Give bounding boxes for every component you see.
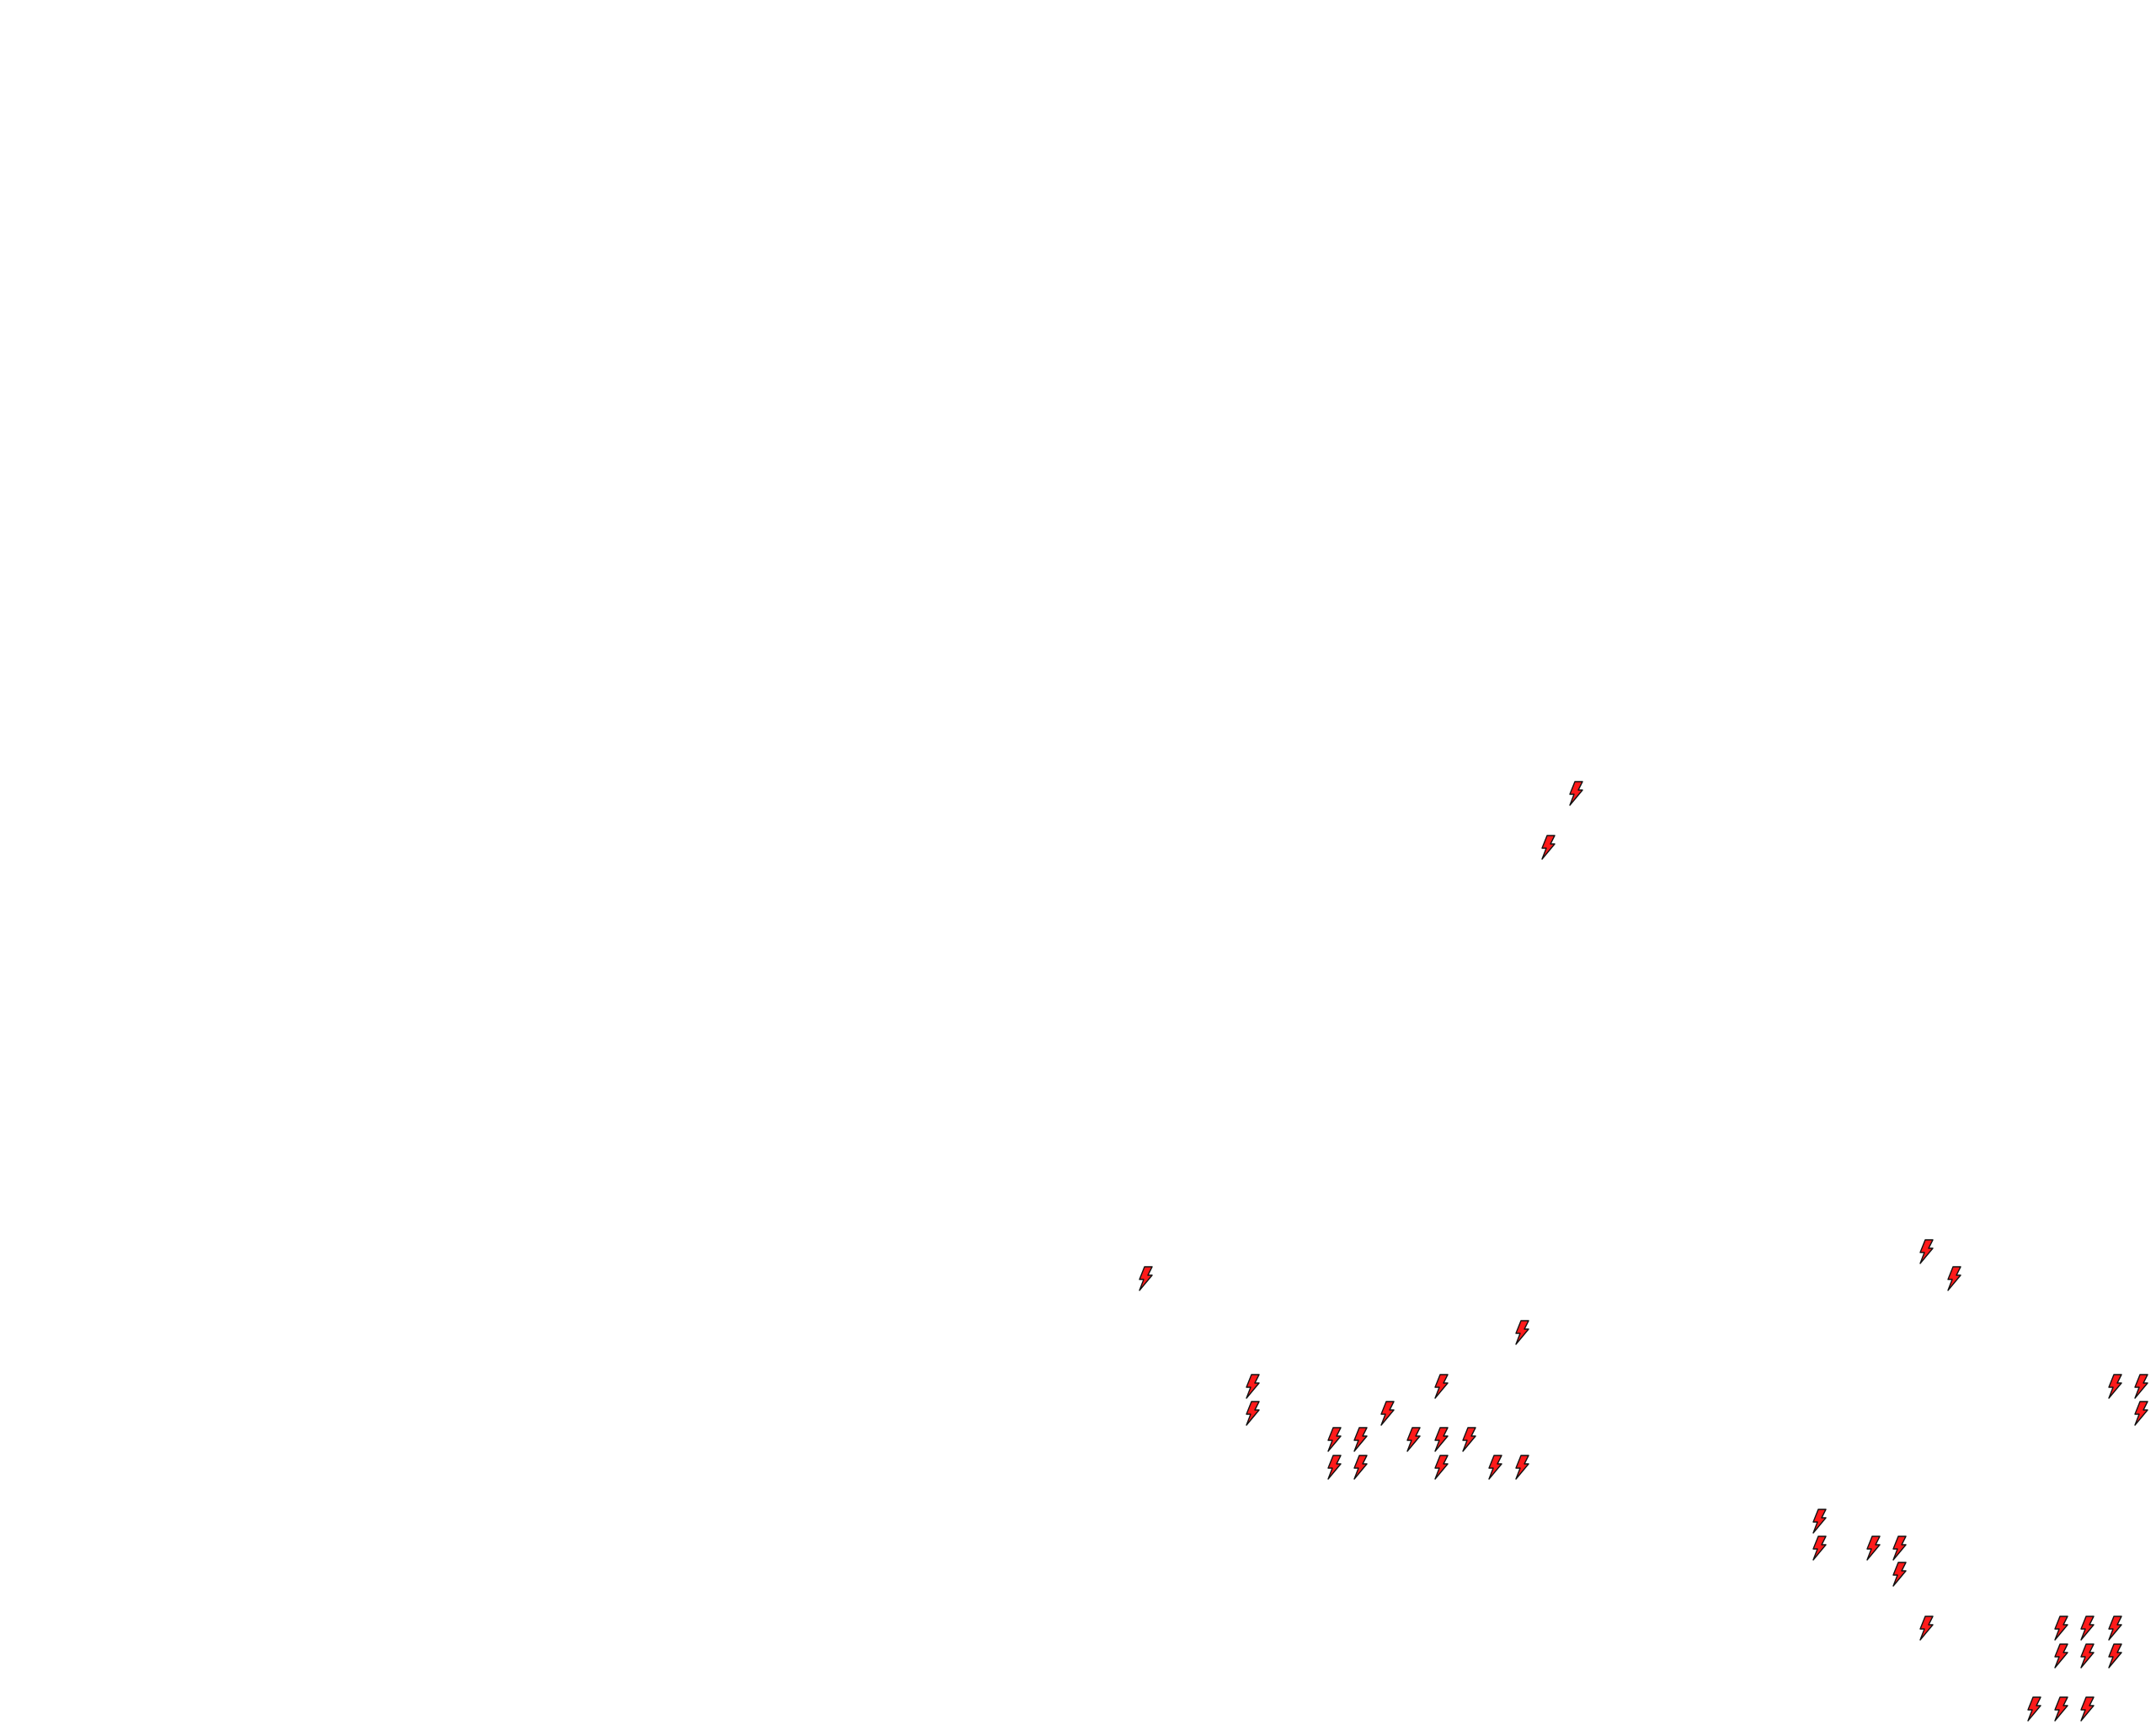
lightning-bolt-icon[interactable] <box>1513 1455 1530 1480</box>
lightning-bolt-icon[interactable] <box>1244 1401 1261 1427</box>
lightning-bolt-icon[interactable] <box>1811 1535 1828 1562</box>
lightning-bolt-icon[interactable] <box>1486 1455 1503 1480</box>
lightning-bolt-icon[interactable] <box>2132 1374 2149 1399</box>
lightning-bolt-icon[interactable] <box>1137 1266 1154 1292</box>
lightning-bolt-icon[interactable] <box>2025 1696 2042 1722</box>
lightning-bolt-icon[interactable] <box>1460 1427 1477 1453</box>
lightning-bolt-icon[interactable] <box>1513 1320 1530 1345</box>
lightning-bolt-icon[interactable] <box>2079 1643 2095 1669</box>
lightning-bolt-icon[interactable] <box>2079 1696 2095 1722</box>
lightning-bolt-icon[interactable] <box>1379 1401 1396 1427</box>
lightning-bolt-icon[interactable] <box>2079 1616 2095 1641</box>
lightning-bolt-icon[interactable] <box>1540 835 1556 860</box>
lightning-bolt-icon[interactable] <box>1326 1427 1342 1453</box>
lightning-bolt-icon[interactable] <box>1865 1535 1881 1562</box>
lightning-bolt-icon[interactable] <box>1891 1535 1908 1562</box>
lightning-bolt-icon[interactable] <box>1433 1427 1449 1453</box>
lightning-bolt-icon[interactable] <box>1244 1374 1261 1399</box>
lightning-bolt-icon[interactable] <box>2106 1643 2123 1669</box>
lightning-bolt-icon[interactable] <box>2052 1616 2069 1641</box>
lightning-bolt-icon[interactable] <box>1405 1427 1422 1453</box>
lightning-bolt-icon[interactable] <box>1811 1509 1828 1534</box>
lightning-bolt-icon[interactable] <box>2132 1401 2149 1427</box>
lightning-bolt-icon[interactable] <box>1352 1455 1369 1480</box>
lightning-bolt-icon[interactable] <box>2052 1696 2069 1722</box>
lightning-bolt-icon[interactable] <box>1433 1374 1449 1399</box>
lightning-bolt-icon[interactable] <box>1433 1455 1449 1480</box>
lightning-bolt-icon[interactable] <box>1918 1239 1935 1264</box>
lightning-bolt-icon[interactable] <box>1945 1266 1962 1292</box>
lightning-bolt-icon[interactable] <box>2106 1374 2123 1399</box>
lightning-bolt-icon[interactable] <box>1891 1562 1908 1588</box>
lightning-bolt-icon[interactable] <box>1326 1455 1342 1480</box>
lightning-bolt-icon[interactable] <box>1918 1616 1935 1641</box>
lightning-bolt-icon[interactable] <box>1352 1427 1369 1453</box>
lightning-bolt-icon[interactable] <box>2052 1643 2069 1669</box>
lightning-bolt-icon[interactable] <box>1567 781 1584 806</box>
lightning-bolt-icon[interactable] <box>2106 1616 2123 1641</box>
